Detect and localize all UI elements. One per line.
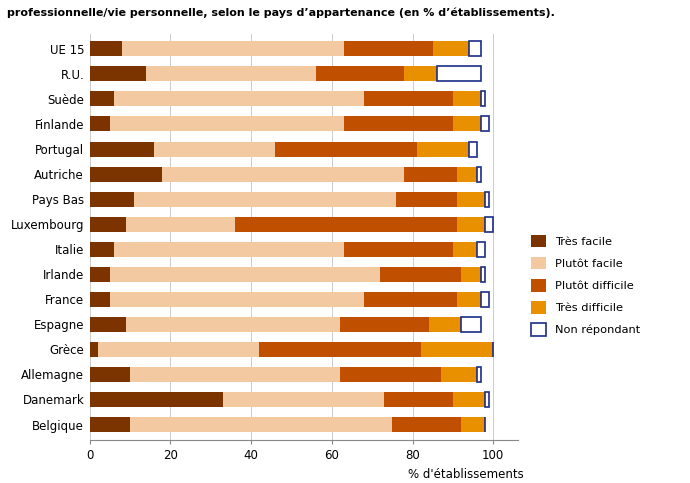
Bar	[393, 417, 461, 432]
Bar	[130, 367, 340, 382]
Bar	[481, 116, 489, 131]
Bar	[90, 342, 98, 357]
Bar	[90, 192, 134, 207]
Bar	[316, 66, 404, 82]
Bar	[461, 417, 485, 432]
Bar	[90, 66, 146, 82]
Bar	[421, 342, 493, 357]
Bar	[344, 116, 453, 131]
Bar	[404, 167, 457, 182]
Bar	[384, 392, 453, 407]
Bar	[344, 42, 433, 57]
Bar	[134, 192, 397, 207]
Bar	[126, 317, 340, 332]
Bar	[90, 217, 126, 232]
Bar	[469, 42, 481, 57]
Bar	[453, 242, 477, 256]
Bar	[404, 66, 437, 82]
Bar	[364, 292, 457, 307]
Bar	[461, 317, 481, 332]
Bar	[130, 417, 393, 432]
Bar	[90, 367, 130, 382]
Bar	[477, 167, 481, 182]
Bar	[380, 267, 461, 282]
Bar	[344, 242, 453, 256]
Bar	[98, 342, 259, 357]
Bar	[110, 116, 344, 131]
Bar	[340, 317, 428, 332]
Bar	[275, 142, 417, 156]
Bar	[90, 392, 223, 407]
Bar	[90, 142, 155, 156]
Bar	[110, 292, 364, 307]
Bar	[122, 42, 344, 57]
Bar	[114, 242, 344, 256]
Bar	[469, 142, 477, 156]
Bar	[477, 367, 481, 382]
Bar	[485, 392, 489, 407]
Bar	[340, 367, 441, 382]
Text: professionnelle/vie personnelle, selon le pays d’appartenance (en % d’établissem: professionnelle/vie personnelle, selon l…	[7, 7, 555, 18]
Bar	[90, 417, 130, 432]
Bar	[90, 317, 126, 332]
Bar	[437, 66, 481, 82]
Bar	[90, 267, 110, 282]
Bar	[90, 292, 110, 307]
Bar	[235, 217, 457, 232]
Bar	[457, 217, 485, 232]
Bar	[433, 42, 469, 57]
Bar	[90, 42, 122, 57]
Bar	[481, 292, 489, 307]
X-axis label: % d'établissements: % d'établissements	[408, 468, 524, 481]
Bar	[90, 116, 110, 131]
Bar	[223, 392, 384, 407]
Bar	[457, 292, 481, 307]
Bar	[453, 392, 485, 407]
Bar	[364, 91, 453, 106]
Bar	[485, 192, 489, 207]
Bar	[477, 242, 485, 256]
Legend: Très facile, Plutôt facile, Plutôt difficile, Très difficile, Non répondant: Très facile, Plutôt facile, Plutôt diffi…	[527, 231, 644, 339]
Bar	[259, 342, 421, 357]
Bar	[90, 167, 162, 182]
Bar	[162, 167, 404, 182]
Bar	[461, 267, 481, 282]
Bar	[90, 242, 114, 256]
Bar	[110, 267, 380, 282]
Bar	[146, 66, 316, 82]
Bar	[453, 91, 481, 106]
Bar	[453, 116, 481, 131]
Bar	[481, 91, 485, 106]
Bar	[126, 217, 235, 232]
Bar	[457, 167, 477, 182]
Bar	[417, 142, 469, 156]
Bar	[441, 367, 477, 382]
Bar	[428, 317, 461, 332]
Bar	[457, 192, 485, 207]
Bar	[90, 91, 114, 106]
Bar	[485, 217, 493, 232]
Bar	[397, 192, 457, 207]
Bar	[114, 91, 364, 106]
Bar	[155, 142, 275, 156]
Bar	[481, 267, 485, 282]
